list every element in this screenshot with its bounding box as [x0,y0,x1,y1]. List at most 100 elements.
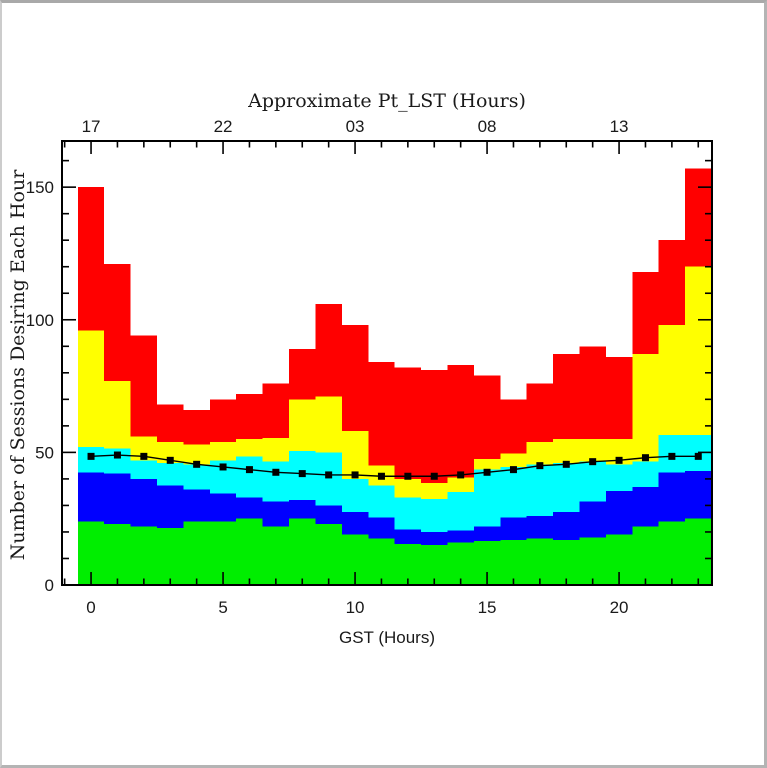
line-series-marker [219,463,227,471]
top-axis-title: Approximate Pt_LST (Hours) [247,90,526,112]
x-tick-label: 5 [218,598,227,617]
bar-segment-yellow [553,439,580,463]
bar-segment-blue [473,526,501,542]
bar-segment-blue [262,501,290,527]
bar-segment-cyan [473,469,501,527]
line-series-marker [641,454,649,462]
bar-segment-blue [289,500,316,519]
x-tick-label: 15 [478,598,497,617]
line-series-marker [272,468,280,476]
bar-segment-yellow [685,266,712,436]
bar-segment-red [579,346,606,440]
x-axis-title: GST (Hours) [339,628,435,647]
bar-segment-red [421,370,448,483]
x-tick-label: 0 [86,598,95,617]
bar-segment-yellow [77,330,105,448]
bar-segment-blue [236,497,263,519]
bar-segment-red [632,272,659,355]
bar-segment-green [315,523,342,585]
bar-segment-blue [209,493,237,522]
bar-segment-cyan [183,464,210,490]
top-axis-tick-label: 13 [610,117,629,136]
line-series-marker [351,471,359,479]
bar-segment-yellow [526,441,554,465]
bar-segment-blue [526,516,554,539]
bar-segment-red [394,367,422,479]
y-tick-label: 150 [26,178,54,197]
bar-segment-green [262,526,290,585]
line-series-marker [87,452,95,460]
bar-segment-cyan [236,456,263,498]
bar-segment-blue [605,490,633,535]
top-axis-tick-label: 17 [82,117,101,136]
bar-segment-green [447,542,474,585]
bar-segment-cyan [262,461,290,502]
bar-segment-green [236,518,263,585]
bar-segment-blue [421,531,448,546]
top-axis-tick-label: 22 [214,117,233,136]
x-tick-label: 20 [610,598,629,617]
bar-segment-blue [447,530,474,543]
line-series-marker [589,458,597,466]
bar-segment-green [632,526,659,585]
line-series-marker [457,471,465,479]
bar-segment-cyan [157,462,184,486]
bar-segment-yellow [421,482,448,499]
bar-segment-red [500,399,527,454]
stacked-bars-layer [77,168,712,585]
bar-segment-blue [130,478,158,527]
bar-segment-red [209,399,237,442]
bar-segment-red [605,356,633,440]
y-tick-label: 100 [26,311,54,330]
bar-segment-cyan [421,498,448,532]
line-series-path [91,454,699,477]
line-series-marker [193,460,201,468]
top-axis-tick-label: 08 [478,117,497,136]
bar-segment-green [526,538,554,585]
bar-segment-red [236,394,263,440]
bar-segment-blue [632,486,659,527]
line-series-marker [509,466,517,474]
bar-segment-cyan [368,485,395,518]
bar-segment-yellow [341,431,369,479]
bar-segment-yellow [315,396,342,453]
line-series-marker [377,472,385,480]
bar-segment-red [473,375,501,460]
marker-line-layer [87,451,702,480]
top-axis-tick-label: 03 [346,117,365,136]
bar-segment-blue [658,472,686,522]
bar-segment-red [526,383,554,442]
bar-segment-green [658,521,686,585]
line-series-marker [113,451,121,459]
axes-layer: 0 17 5 22 10 03 15 08 20 13 0 50 100 150 [26,117,713,617]
line-series-marker [430,472,438,480]
bar-segment-yellow [632,354,659,462]
line-series-marker [615,456,623,464]
line-series-marker [694,452,702,460]
bar-segment-yellow [447,477,474,493]
bar-segment-cyan [315,452,342,506]
bar-segment-yellow [236,439,263,457]
bar-segment-green [553,539,580,585]
line-series-marker [245,466,253,474]
bar-segment-cyan [130,460,158,479]
bar-segment-blue [500,517,527,540]
bar-segment-blue [77,472,105,522]
bar-segment-red [183,409,210,445]
bar-segment-cyan [500,466,527,518]
bar-segment-red [289,348,316,400]
line-series-marker [298,470,306,478]
bar-segment-yellow [130,436,158,461]
bar-segment-red [315,303,342,397]
bar-segment-green [394,543,422,585]
plot-frame [61,140,713,586]
bar-segment-cyan [394,497,422,530]
bar-segment-cyan [553,462,580,513]
bar-segment-green [500,539,527,585]
bar-segment-red [368,362,395,466]
bar-segment-yellow [262,437,290,462]
bar-segment-green [368,538,395,585]
bar-segment-blue [579,501,606,538]
bar-segment-cyan [447,492,474,531]
bar-segment-red [77,187,105,331]
